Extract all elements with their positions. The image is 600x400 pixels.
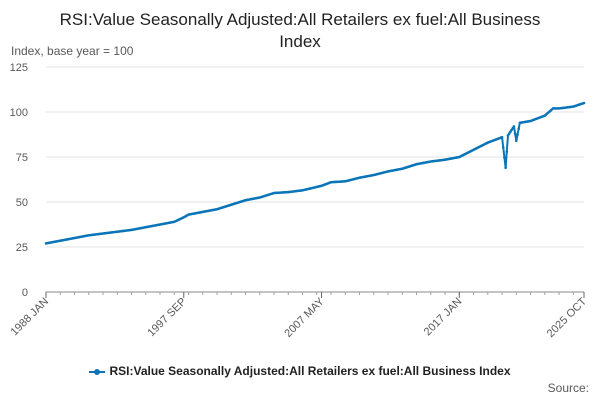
- data-point: [516, 133, 519, 137]
- data-point: [503, 156, 506, 159]
- y-tick-label: 0: [22, 287, 28, 299]
- y-tick-label: 25: [16, 242, 28, 254]
- data-point: [515, 139, 518, 143]
- x-axis: 1988 JAN 1997 SEP 2007 MAY 2017 JAN 2025 OCT: [8, 291, 590, 340]
- legend-swatch: [89, 368, 106, 376]
- x-tick-label: 1997 SEP: [145, 296, 189, 340]
- data-point: [513, 132, 517, 135]
- y-axis-ticks: 0 25 50 75 100 125: [10, 62, 28, 299]
- y-axis-label: Index, base year = 100: [11, 44, 134, 58]
- series-layer: [44, 101, 586, 245]
- y-tick-label: 50: [16, 197, 28, 209]
- chart-title: RSI:Value Seasonally Adjusted:All Retail…: [59, 10, 541, 51]
- y-tick-label: 100: [10, 107, 28, 119]
- x-tick-label: 2007 MAY: [282, 295, 327, 340]
- source-label: Source:: [547, 381, 589, 395]
- data-point: [517, 127, 520, 131]
- gridlines: [46, 66, 584, 248]
- data-point: [512, 125, 516, 128]
- data-point: [501, 146, 505, 149]
- data-point: [504, 166, 507, 170]
- data-point: [500, 135, 504, 139]
- data-point: [582, 101, 586, 105]
- series-line: [45, 102, 585, 245]
- legend: RSI:Value Seasonally Adjusted:All Retail…: [0, 364, 600, 378]
- legend-label: RSI:Value Seasonally Adjusted:All Retail…: [109, 364, 511, 378]
- y-tick-label: 75: [16, 152, 28, 164]
- y-tick-label: 125: [10, 62, 28, 74]
- x-tick-label: 2025 OCT: [545, 295, 590, 340]
- x-tick-label: 1988 JAN: [8, 296, 51, 339]
- x-tick-label: 2017 JAN: [422, 296, 465, 339]
- data-point: [505, 150, 509, 153]
